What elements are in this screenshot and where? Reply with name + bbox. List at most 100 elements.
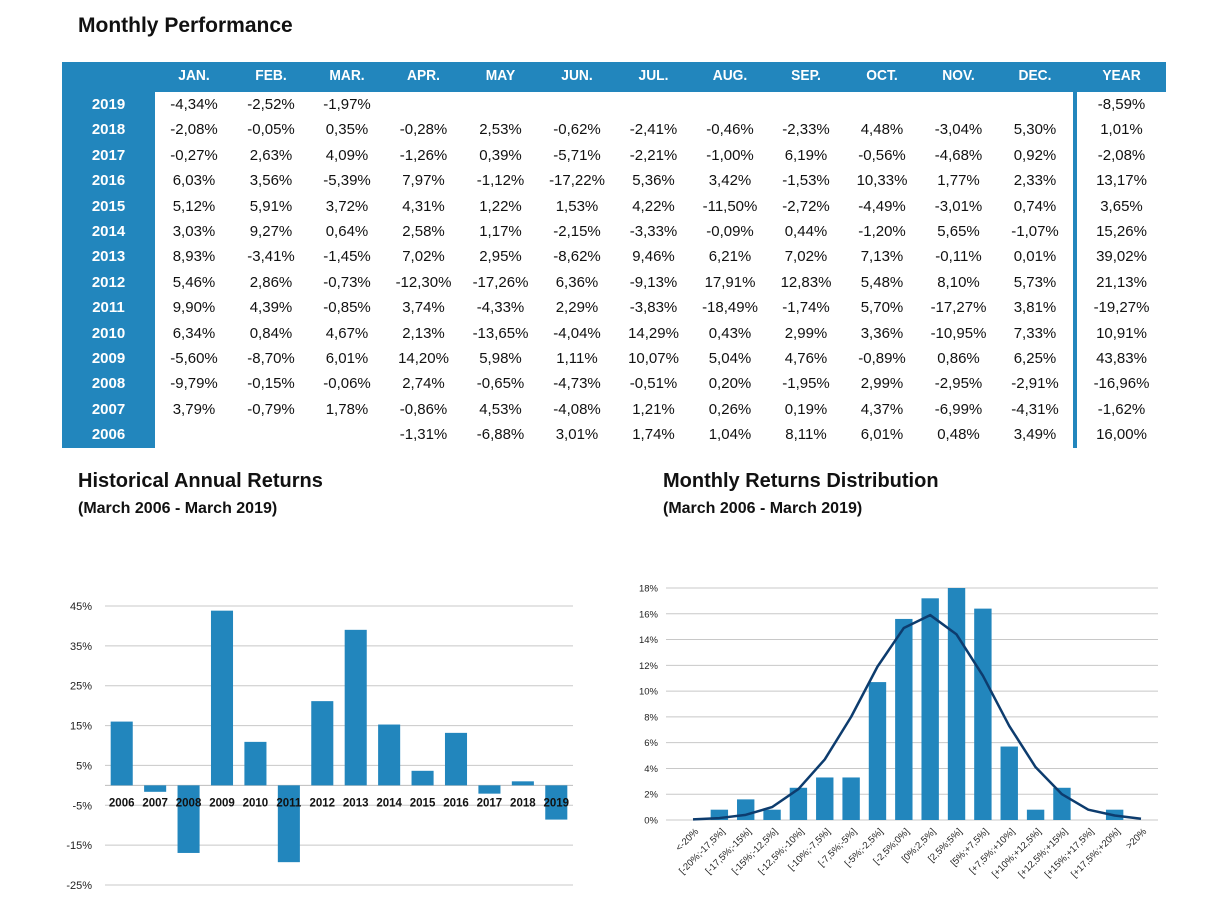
monthly-return-cell: -1,53%: [782, 172, 830, 190]
annual-return-cell: 10,91%: [1096, 324, 1147, 342]
monthly-return-cell: 1,77%: [937, 172, 980, 190]
monthly-return-cell: 14,20%: [398, 350, 449, 367]
distribution-bar: [710, 809, 729, 820]
y-tick-label: -25%: [66, 880, 92, 892]
monthly-return-cell: -6,88%: [476, 426, 525, 444]
y-tick-label: 12%: [639, 661, 659, 672]
table-row: 2019 -4,34% -2,52% -1,97% -8,59%: [62, 92, 1166, 117]
monthly-return-cell: 12,83%: [780, 273, 832, 291]
monthly-return-cell: -2,21%: [629, 146, 678, 164]
monthly-return-cell: [844, 92, 920, 117]
y-tick-label: 25%: [70, 681, 92, 693]
monthly-return-cell: 1,17%: [479, 223, 522, 240]
header-month: DEC.: [1018, 67, 1052, 84]
distribution-bar: [1000, 746, 1018, 820]
y-tick-label: 15%: [70, 721, 92, 733]
monthly-return-cell: -8,62%: [553, 248, 601, 266]
monthly-return-cell: -0,56%: [858, 146, 906, 164]
monthly-return-cell: 1,22%: [479, 197, 522, 215]
monthly-return-cell: 4,53%: [479, 400, 522, 418]
monthly-return-cell: [385, 92, 462, 117]
monthly-return-cell: -3,41%: [247, 248, 295, 266]
monthly-return-cell: -3,33%: [629, 223, 678, 240]
y-tick-label: 8%: [644, 712, 658, 723]
monthly-return-cell: [539, 92, 615, 117]
monthly-return-cell: 4,31%: [402, 197, 445, 215]
header-year: YEAR: [1102, 67, 1141, 84]
monthly-return-cell: 0,48%: [937, 426, 980, 444]
monthly-return-cell: 5,73%: [1013, 273, 1057, 291]
x-tick-label: 2009: [209, 797, 235, 809]
bar: [444, 732, 468, 786]
monthly-return-cell: 0,19%: [784, 400, 828, 418]
monthly-return-cell: -0,05%: [247, 121, 295, 139]
monthly-return-cell: -0,11%: [935, 248, 982, 266]
distribution-bar: [974, 608, 992, 820]
monthly-return-cell: 1,78%: [325, 400, 369, 418]
monthly-return-cell: -1,45%: [323, 248, 371, 266]
annual-return-cell: -1,62%: [1097, 400, 1146, 418]
monthly-return-cell: 8,10%: [937, 273, 980, 291]
monthly-return-cell: 0,20%: [708, 375, 752, 393]
monthly-return-cell: -6,99%: [934, 400, 983, 418]
header-month: AUG.: [712, 67, 748, 84]
table-row: 2011 9,90% 4,39% -0,85% 3,74% -4,33% 2,29% -3,8…: [62, 295, 1166, 320]
row-year-label: 2007: [91, 400, 126, 418]
monthly-return-cell: -4,49%: [858, 197, 906, 215]
monthly-return-cell: 5,12%: [172, 197, 216, 215]
monthly-return-cell: 0,26%: [708, 400, 752, 418]
x-tick-label: 2012: [309, 797, 335, 809]
monthly-return-cell: -1,95%: [782, 375, 830, 393]
monthly-return-cell: -4,73%: [553, 375, 601, 393]
annual-return-cell: -19,27%: [1093, 299, 1150, 317]
monthly-return-cell: 6,19%: [784, 146, 828, 164]
monthly-return-cell: 2,86%: [249, 273, 293, 291]
monthly-return-cell: -1,97%: [323, 96, 371, 113]
x-tick-label: 2008: [176, 797, 202, 809]
monthly-return-cell: -0,86%: [399, 400, 448, 418]
monthly-return-cell: 4,22%: [632, 197, 675, 215]
bar: [511, 781, 534, 786]
monthly-return-cell: -5,60%: [170, 350, 218, 367]
x-tick-label: 2014: [376, 797, 402, 809]
monthly-return-cell: -2,91%: [1011, 375, 1059, 393]
monthly-return-cell: -0,06%: [323, 375, 371, 393]
y-tick-label: 45%: [70, 601, 92, 613]
monthly-return-cell: -9,79%: [170, 375, 218, 393]
monthly-return-cell: 5,91%: [249, 197, 293, 215]
monthly-return-cell: -0,62%: [553, 121, 601, 139]
monthly-return-cell: -17,22%: [549, 172, 605, 190]
row-year-label: 2017: [91, 146, 126, 164]
monthly-return-cell: 0,86%: [937, 350, 980, 367]
x-tick-label: 2007: [142, 797, 168, 809]
monthly-return-cell: 7,02%: [784, 248, 828, 266]
header-month: MAY: [485, 67, 516, 84]
distribution-title: Monthly Returns Distribution: [663, 470, 939, 492]
row-year-label: 2009: [91, 350, 126, 367]
monthly-return-cell: -0,28%: [399, 121, 448, 139]
header-month: APR.: [407, 67, 440, 84]
monthly-return-cell: -12,30%: [395, 273, 452, 291]
monthly-return-cell: 7,97%: [402, 172, 445, 190]
monthly-return-cell: 2,58%: [402, 223, 445, 240]
distribution-bar: [737, 799, 755, 820]
row-year-label: 2019: [91, 96, 126, 113]
monthly-return-cell: 5,70%: [860, 299, 904, 317]
monthly-return-cell: 14,29%: [628, 324, 679, 342]
table-row: 2008 -9,79% -0,15% -0,06% 2,74% -0,65% -4,73% -…: [62, 371, 1166, 396]
x-tick-label: 2011: [276, 797, 302, 809]
monthly-return-cell: -18,49%: [702, 299, 758, 317]
monthly-return-cell: -5,39%: [323, 172, 371, 190]
monthly-return-cell: 0,39%: [479, 146, 522, 164]
y-tick-label: 5%: [76, 760, 92, 772]
annual-return-cell: 15,26%: [1096, 223, 1147, 240]
monthly-return-cell: -0,51%: [629, 375, 678, 393]
table-row: 2016 6,03% 3,56% -5,39% 7,97% -1,12% -17,22% 5,…: [62, 168, 1166, 193]
monthly-return-cell: 9,90%: [172, 299, 216, 317]
monthly-return-cell: 2,33%: [1013, 172, 1057, 190]
header-corner: [66, 62, 152, 92]
normal-distribution-curve: [692, 613, 1142, 821]
bar: [411, 770, 434, 786]
bar: [177, 785, 200, 853]
monthly-return-cell: 6,36%: [555, 273, 599, 291]
